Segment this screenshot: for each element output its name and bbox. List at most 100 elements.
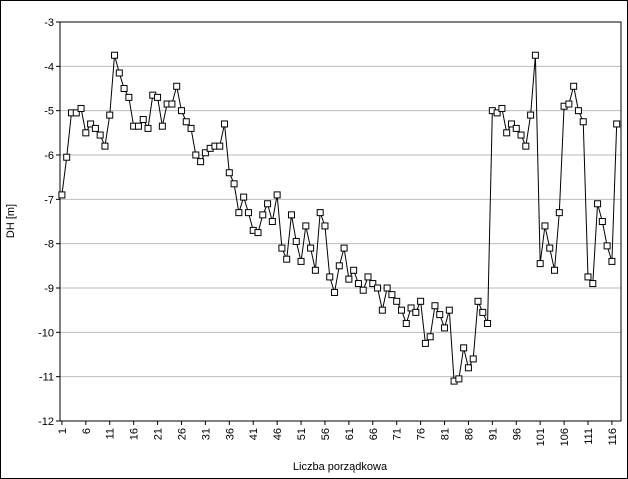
data-point (531, 51, 539, 59)
data-point (268, 218, 276, 225)
data-point (364, 273, 372, 281)
x-tick-label: 66 (368, 428, 380, 440)
data-point (283, 255, 291, 263)
data-point (397, 306, 405, 314)
x-tick-label: 11 (105, 428, 117, 439)
data-point (82, 129, 90, 137)
data-point (287, 211, 295, 219)
data-point (91, 124, 99, 132)
data-point (192, 151, 200, 159)
x-tick-label: 41 (248, 428, 260, 440)
y-tick-label: -8 (44, 239, 54, 251)
data-point (393, 297, 401, 305)
data-point (63, 153, 71, 161)
x-tick-label: 21 (153, 428, 165, 440)
data-point (278, 244, 286, 252)
data-point (441, 324, 449, 332)
data-point (598, 218, 606, 225)
data-point (388, 291, 396, 299)
x-axis-label: Liczba porządkowa (293, 461, 388, 473)
y-tick-label: -10 (38, 327, 54, 339)
data-point (115, 69, 123, 77)
data-point (507, 120, 515, 128)
data-point (436, 311, 444, 319)
data-point (125, 93, 133, 101)
data-point (273, 191, 281, 199)
data-point (187, 124, 195, 132)
y-tick-label: -6 (44, 150, 54, 162)
data-point (464, 364, 472, 372)
data-point (173, 82, 181, 90)
data-point (469, 355, 477, 363)
x-tick-label: 81 (440, 428, 452, 440)
x-tick-label: 101 (535, 428, 547, 446)
data-point (244, 209, 252, 217)
data-point (230, 180, 238, 188)
x-tick-label: 61 (344, 428, 356, 440)
y-axis-label: DH [m] (5, 204, 17, 238)
data-point (589, 280, 597, 288)
data-point (565, 100, 573, 108)
data-point (574, 107, 582, 115)
x-tick-label: 71 (392, 428, 404, 440)
data-point (311, 266, 319, 274)
data-point (455, 375, 463, 383)
data-point (374, 284, 382, 292)
data-point (111, 51, 119, 59)
data-point (302, 222, 310, 230)
data-point (106, 111, 114, 119)
x-tick-label: 6 (81, 428, 93, 434)
data-point (235, 209, 243, 217)
data-point (72, 109, 80, 117)
data-point (139, 116, 147, 124)
data-point (335, 262, 343, 270)
data-point (445, 306, 453, 314)
data-point (479, 308, 487, 316)
data-point (555, 209, 563, 217)
data-point (522, 142, 530, 150)
data-point (216, 142, 224, 150)
data-point (383, 284, 391, 292)
data-point (527, 111, 535, 119)
y-tick-label: -3 (44, 17, 54, 29)
x-tick-label: 26 (176, 428, 188, 440)
data-point (326, 273, 334, 281)
data-point (402, 319, 410, 327)
data-point (197, 158, 205, 166)
data-point (498, 104, 506, 112)
data-point (58, 191, 66, 199)
data-point (225, 169, 233, 177)
data-point (307, 244, 315, 252)
data-point (407, 304, 415, 312)
data-point (345, 275, 353, 283)
data-point (316, 209, 324, 217)
data-point (417, 297, 425, 305)
data-point (426, 333, 434, 341)
x-tick-label: 106 (559, 428, 571, 446)
data-point (292, 237, 300, 245)
data-point (120, 85, 128, 92)
data-point (460, 344, 468, 352)
data-point (154, 93, 162, 101)
data-point (101, 142, 109, 150)
data-point (570, 82, 578, 90)
data-point (259, 211, 267, 219)
data-point (541, 222, 549, 230)
data-point (431, 302, 439, 310)
data-point (421, 339, 429, 347)
data-point (144, 124, 152, 132)
y-tick-label: -5 (44, 106, 54, 118)
x-tick-label: 36 (224, 428, 236, 440)
data-point (594, 200, 602, 208)
x-tick-label: 1 (57, 428, 69, 434)
x-tick-label: 86 (463, 428, 475, 440)
x-tick-label: 31 (200, 428, 212, 440)
plot-area (59, 21, 622, 422)
x-tick-label: 96 (511, 428, 523, 440)
data-point (536, 260, 544, 268)
y-tick-label: -11 (39, 372, 54, 384)
data-point (297, 257, 305, 265)
data-point (584, 273, 592, 281)
